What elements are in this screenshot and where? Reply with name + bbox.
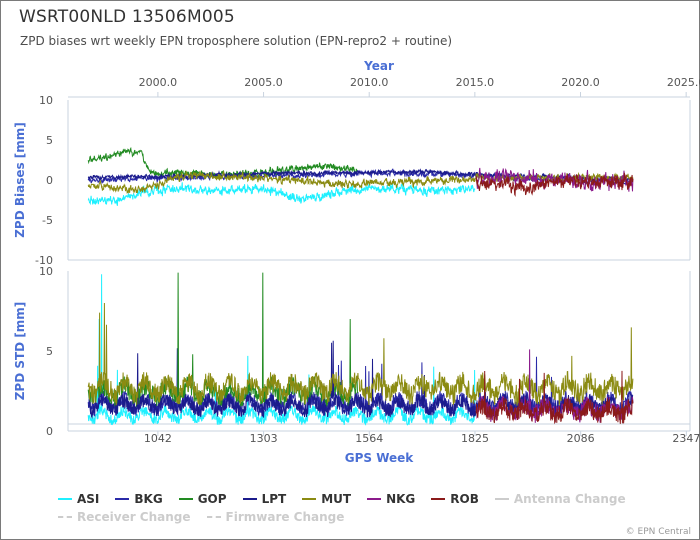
legend-swatch [58, 498, 72, 500]
legend-swatch [494, 498, 509, 500]
y-tick-label-bias: -5 [42, 214, 53, 227]
legend-label: ASI [77, 492, 100, 506]
legend-label: ROB [450, 492, 479, 506]
legend-item-bkg[interactable]: BKG [115, 491, 163, 507]
credit-text: © EPN Central [625, 527, 691, 537]
week-tick-label: 1042 [144, 432, 172, 445]
page-title: WSRT00NLD 13506M005 [19, 7, 235, 27]
legend-swatch [242, 498, 257, 500]
bias-series-mut [87, 170, 634, 195]
legend: ASI BKG GOP LPT MUT NKG ROB Antenna Change Recei… [58, 489, 698, 525]
year-tick-label: 2015.0 [456, 76, 495, 89]
legend-swatch [367, 498, 382, 500]
year-tick-label: 2005.0 [244, 76, 283, 89]
y-tick-label-std: 10 [39, 265, 53, 278]
std-series-rob [475, 370, 634, 425]
legend-label: Antenna Change [513, 492, 626, 506]
legend-item-asi[interactable]: ASI [58, 491, 99, 507]
week-tick-label: 2347 [672, 432, 700, 445]
legend-item-gop[interactable]: GOP [178, 491, 227, 507]
week-tick-label: 1564 [355, 432, 383, 445]
legend-swatch [115, 498, 130, 500]
legend-item-mut[interactable]: MUT [302, 491, 351, 507]
legend-label: NKG [386, 492, 416, 506]
legend-label: Firmware Change [225, 510, 345, 524]
y-tick-label-bias: -10 [35, 254, 53, 267]
y-tick-label-bias: 0 [46, 174, 53, 187]
y-axis-title-bias: ZPD Biases [mm] [13, 122, 27, 238]
bias-series-rob [475, 172, 634, 197]
bias-series-asi [87, 182, 476, 206]
legend-label: Receiver Change [77, 510, 191, 524]
week-tick-label: 1303 [250, 432, 278, 445]
year-tick-label: 2000.0 [139, 76, 178, 89]
top-axis-title: Year [363, 59, 394, 73]
legend-item-receiver-change[interactable]: Receiver Change [58, 509, 191, 525]
legend-swatch [178, 498, 193, 500]
y-tick-label-std: 0 [46, 425, 53, 438]
legend-item-firmware-change[interactable]: Firmware Change [206, 509, 345, 525]
legend-swatch [431, 498, 446, 500]
bottom-axis-title: GPS Week [345, 451, 415, 465]
y-tick-label-bias: 10 [39, 94, 53, 107]
legend-label: GOP [197, 492, 227, 506]
year-tick-label: 2020.0 [561, 76, 600, 89]
legend-label: LPT [261, 492, 287, 506]
chart-subtitle: ZPD biases wrt weekly EPN troposphere so… [20, 34, 453, 48]
year-tick-label: 2025.0 [667, 76, 700, 89]
week-tick-label: 1825 [461, 432, 489, 445]
legend-item-nkg[interactable]: NKG [367, 491, 415, 507]
week-tick-label: 2086 [567, 432, 595, 445]
legend-swatch [206, 516, 221, 518]
year-tick-label: 2010.0 [350, 76, 389, 89]
legend-label: BKG [134, 492, 163, 506]
legend-swatch [302, 498, 317, 500]
legend-label: MUT [321, 492, 352, 506]
legend-swatch [58, 516, 72, 518]
legend-item-lpt[interactable]: LPT [242, 491, 287, 507]
y-tick-label-std: 5 [46, 345, 53, 358]
y-tick-label-bias: 5 [46, 134, 53, 147]
legend-item-antenna-change[interactable]: Antenna Change [494, 491, 626, 507]
legend-item-rob[interactable]: ROB [431, 491, 479, 507]
y-axis-title-std: ZPD STD [mm] [13, 302, 27, 401]
std-series-mut [87, 302, 634, 406]
